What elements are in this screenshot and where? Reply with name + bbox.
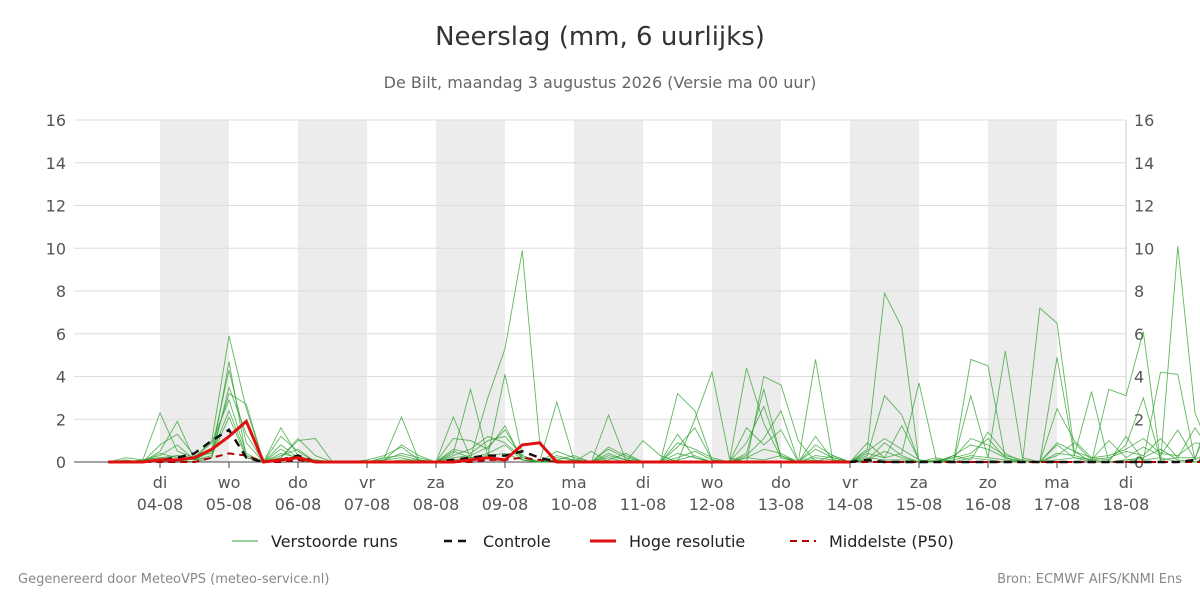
x-tick-day-06-08: do (288, 473, 308, 492)
hires-line (108, 418, 850, 464)
y-tick-left-4: 4 (56, 368, 66, 387)
y-tick-right-12: 12 (1134, 197, 1154, 216)
x-tick-date-15-08: 15-08 (896, 495, 943, 514)
main-series (108, 418, 1200, 464)
y-tick-right-2: 2 (1134, 410, 1144, 429)
footer-generated-by: Gegenereerd door MeteoVPS (meteo-service… (18, 572, 330, 587)
x-tick-date-12-08: 12-08 (689, 495, 736, 514)
x-tick-date-09-08: 09-08 (482, 495, 529, 514)
x-tick-day-18-08: di (1119, 473, 1134, 492)
x-tick-day-09-08: zo (496, 473, 514, 492)
chart-title: Neerslag (mm, 6 uurlijks) (435, 22, 765, 52)
y-tick-left-8: 8 (56, 282, 66, 301)
y-tick-left-6: 6 (56, 325, 66, 344)
x-tick-date-17-08: 17-08 (1034, 495, 1081, 514)
y-tick-right-10: 10 (1134, 239, 1154, 258)
x-tick-day-17-08: ma (1044, 473, 1069, 492)
x-tick-date-11-08: 11-08 (620, 495, 667, 514)
x-tick-date-16-08: 16-08 (965, 495, 1012, 514)
x-tick-date-04-08: 04-08 (137, 495, 184, 514)
x-tick-day-11-08: di (636, 473, 651, 492)
y-tick-right-4: 4 (1134, 368, 1144, 387)
y-tick-left-10: 10 (46, 239, 66, 258)
y-axis-left: 0 2 4 6 8 10 12 14 16 (46, 111, 66, 472)
x-tick-day-12-08: wo (701, 473, 724, 492)
y-tick-right-6: 6 (1134, 325, 1144, 344)
x-tick-day-05-08: wo (218, 473, 241, 492)
x-tick-date-10-08: 10-08 (551, 495, 598, 514)
y-tick-right-8: 8 (1134, 282, 1144, 301)
legend: Verstoorde runs Controle Hoge resolutie Mid… (232, 532, 954, 551)
y-tick-right-16: 16 (1134, 111, 1154, 130)
x-tick-day-15-08: za (910, 473, 928, 492)
x-tick-day-07-08: vr (359, 473, 375, 492)
y-tick-left-12: 12 (46, 197, 66, 216)
x-tick-date-06-08: 06-08 (275, 495, 322, 514)
footer-source: Bron: ECMWF AIFS/KNMI Ens (997, 572, 1182, 587)
chart-subtitle: De Bilt, maandag 3 augustus 2026 (Versie… (383, 73, 817, 92)
x-tick-date-18-08: 18-08 (1103, 495, 1150, 514)
x-tick-day-04-08: di (153, 473, 168, 492)
x-tick-day-08-08: za (427, 473, 445, 492)
x-tick-day-16-08: zo (979, 473, 997, 492)
x-axis: di 04-08 wo 05-08 do 06-08 vr 07-08 za 08-08 zo 09-… (137, 462, 1150, 514)
x-tick-date-07-08: 07-08 (344, 495, 391, 514)
y-tick-left-0: 0 (56, 453, 66, 472)
legend-label-control: Controle (483, 532, 551, 551)
ensemble-member-line-1 (108, 246, 1200, 463)
y-tick-left-14: 14 (46, 154, 66, 173)
y-tick-left-2: 2 (56, 410, 66, 429)
x-tick-date-14-08: 14-08 (827, 495, 874, 514)
x-tick-day-10-08: ma (561, 473, 586, 492)
x-tick-day-13-08: do (771, 473, 791, 492)
y-tick-left-16: 16 (46, 111, 66, 130)
x-tick-date-08-08: 08-08 (413, 495, 460, 514)
legend-label-median: Middelste (P50) (829, 532, 954, 551)
legend-label-hires: Hoge resolutie (629, 532, 745, 551)
y-tick-right-14: 14 (1134, 154, 1154, 173)
x-tick-date-13-08: 13-08 (758, 495, 805, 514)
legend-label-ensemble: Verstoorde runs (271, 532, 398, 551)
x-tick-date-05-08: 05-08 (206, 495, 253, 514)
x-tick-day-14-08: vr (842, 473, 858, 492)
